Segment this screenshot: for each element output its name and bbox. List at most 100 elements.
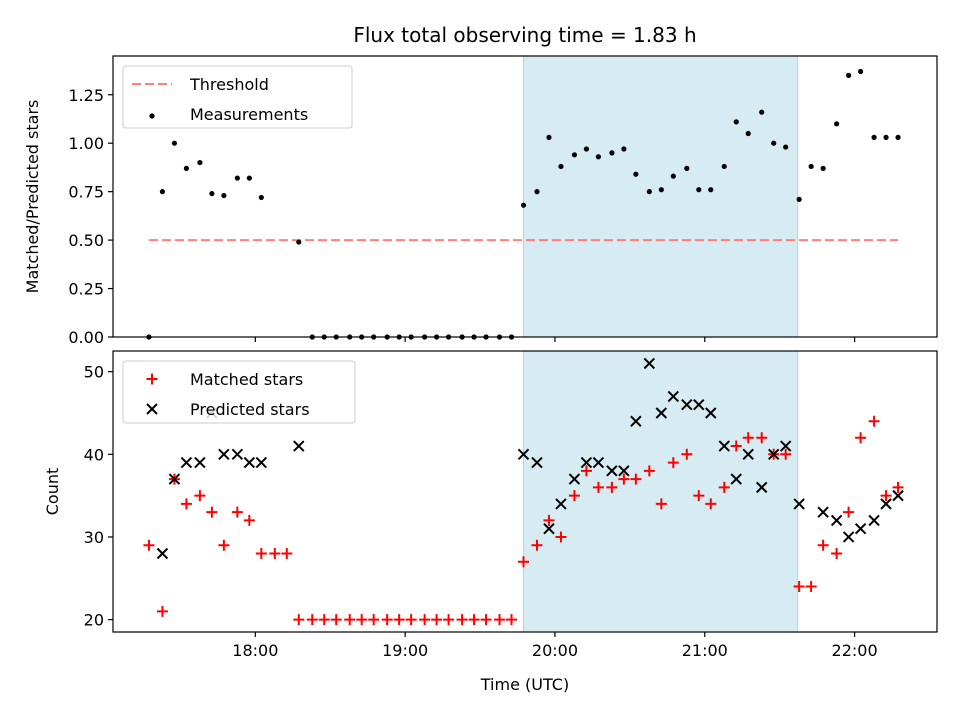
data-point-plus [643, 465, 655, 477]
data-point-plus [606, 481, 618, 493]
data-point-plus [780, 448, 792, 460]
data-point-plus [518, 556, 530, 568]
data-point-plus [855, 432, 867, 444]
data-point-x [606, 465, 618, 477]
data-point [871, 134, 877, 140]
data-point-x [655, 407, 668, 419]
data-point-plus [206, 506, 218, 518]
data-point-x [156, 547, 169, 560]
y-tick-label: 30 [84, 528, 104, 547]
data-point [684, 165, 690, 171]
data-point [771, 140, 777, 146]
data-point-plus [393, 614, 405, 626]
legend-box [122, 65, 353, 129]
data-point [558, 163, 564, 170]
data-point [883, 134, 889, 140]
data-point-x [168, 473, 181, 485]
data-point-plus [368, 614, 380, 626]
data-point-plus [531, 539, 543, 551]
data-point [895, 134, 901, 140]
data-point [633, 171, 639, 177]
data-point-plus [730, 440, 742, 452]
data-point [171, 140, 178, 146]
legend-swatch-plus [146, 373, 158, 385]
data-point [846, 72, 852, 78]
data-point [857, 68, 864, 75]
data-point [658, 187, 664, 193]
data-point [197, 159, 203, 166]
data-point-plus [592, 481, 604, 493]
data-point [246, 175, 252, 181]
data-point-x [517, 448, 530, 461]
data-point [646, 189, 652, 195]
y-tick-label: 0.25 [68, 280, 104, 299]
data-point-plus [555, 531, 567, 543]
legend-label: Predicted stars [190, 400, 310, 419]
data-point-plus [218, 539, 230, 551]
panel-bottom [108, 350, 938, 637]
data-point [520, 202, 527, 208]
data-point-plus [381, 614, 393, 626]
data-point [595, 154, 602, 160]
data-point [621, 146, 627, 152]
data-point-plus [843, 506, 855, 518]
shaded-observing-window [523, 55, 799, 338]
data-point [546, 134, 552, 140]
data-point [745, 130, 751, 137]
data-point-x [630, 415, 642, 427]
data-point-plus [344, 614, 356, 626]
data-point [721, 163, 727, 170]
data-point-plus [194, 490, 206, 502]
data-point-x [218, 448, 230, 461]
chart-title: Flux total observing time = 1.83 h [353, 23, 696, 47]
data-point-x [817, 506, 829, 518]
data-point-plus [580, 465, 592, 477]
y-tick-label: 1.25 [68, 86, 104, 105]
data-point-plus [693, 490, 705, 502]
data-point [808, 163, 814, 170]
legend-swatch-point [149, 113, 155, 119]
data-point-x [543, 522, 555, 535]
data-point [534, 189, 540, 195]
data-point [834, 121, 840, 127]
data-point-plus [568, 490, 580, 502]
data-point-plus [269, 547, 281, 559]
data-point-x [718, 440, 730, 452]
data-point-x [231, 448, 244, 461]
data-point [183, 165, 190, 171]
data-point-plus [330, 614, 342, 626]
data-point-plus [255, 547, 267, 559]
data-point-plus [281, 547, 293, 559]
data-point-plus [756, 432, 768, 444]
data-point [796, 196, 802, 203]
x-tick-label: 22:00 [832, 641, 878, 660]
data-point-plus [443, 614, 455, 626]
data-point-x [842, 531, 855, 543]
data-point-plus [494, 614, 506, 626]
data-point-x [793, 498, 805, 510]
data-point-x [892, 489, 904, 502]
x-tick-label: 20:00 [532, 641, 578, 660]
data-point [221, 192, 227, 199]
data-point-plus [543, 514, 555, 526]
y-tick-label: 0.00 [68, 328, 104, 347]
data-point-plus [180, 498, 192, 510]
legend-swatch-x [146, 403, 158, 415]
data-point-x [742, 448, 754, 461]
data-point [234, 175, 240, 181]
data-point-plus [630, 473, 642, 485]
data-point-plus [456, 614, 468, 626]
data-point-plus [306, 614, 318, 626]
data-point-x [194, 456, 206, 469]
data-point-x [531, 456, 543, 469]
data-point-plus [655, 498, 667, 510]
data-point-plus [817, 539, 829, 551]
data-point-plus [805, 581, 817, 593]
data-point-x [568, 473, 581, 485]
data-point-plus [231, 506, 243, 518]
data-point [583, 146, 590, 152]
data-point-x [767, 448, 780, 461]
legend-label: Matched stars [190, 370, 303, 389]
y-tick-label: 50 [84, 363, 104, 382]
data-point [783, 144, 789, 150]
